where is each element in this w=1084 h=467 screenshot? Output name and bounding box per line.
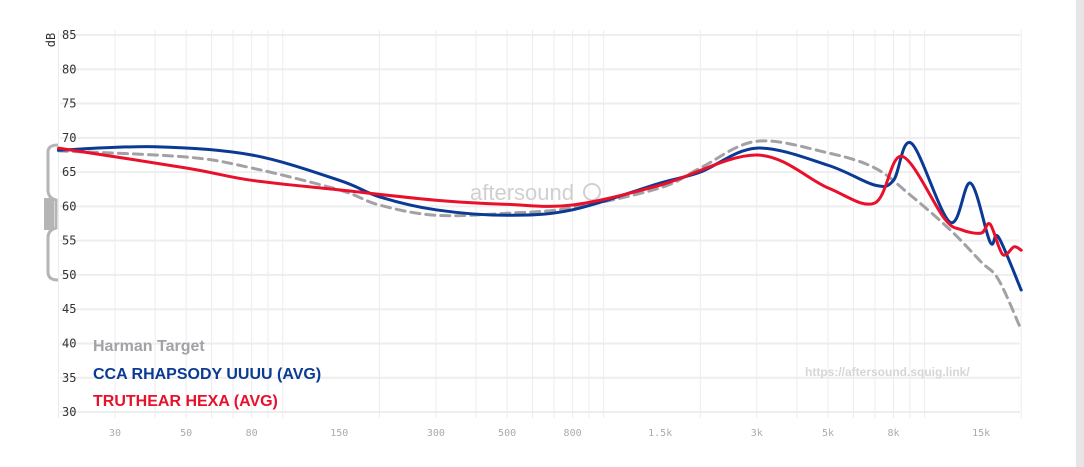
series-line-0 (56, 139, 1023, 332)
y-tick-label: 55 (62, 234, 76, 248)
series-line-1 (56, 141, 1023, 292)
y-tick-label: 70 (62, 131, 76, 145)
y-tick-label: 35 (62, 371, 76, 385)
site-url: https://aftersound.squig.link/ (805, 365, 970, 379)
y-tick-label: 80 (62, 62, 76, 76)
x-tick-label: 5k (822, 428, 834, 439)
x-tick-label: 15k (972, 428, 990, 439)
y-axis-label: dB (44, 33, 58, 47)
scrollbar[interactable] (1076, 0, 1084, 467)
legend: Harman Target CCA RHAPSODY UUUU (AVG) TR… (93, 338, 321, 410)
grid (57, 30, 1022, 418)
watermark-logo: aftersound (470, 180, 601, 205)
y-tick-label: 50 (62, 268, 76, 282)
x-tick-label: 1.5k (648, 428, 672, 439)
x-tick-label: 3k (751, 428, 763, 439)
x-tick-label: 500 (498, 428, 516, 439)
y-tick-label: 65 (62, 165, 76, 179)
x-tick-label: 8k (887, 428, 899, 439)
x-tick-label: 150 (330, 428, 348, 439)
legend-harman-target[interactable]: Harman Target (93, 338, 205, 355)
watermark-text: aftersound (470, 180, 574, 205)
y-tick-label: 75 (62, 97, 76, 111)
y-tick-label: 85 (62, 28, 76, 42)
x-tick-label: 50 (180, 428, 192, 439)
x-tick-label: 80 (246, 428, 258, 439)
y-axis: 85 80 75 70 65 60 55 50 45 40 35 30 (62, 28, 76, 419)
series-line-2 (56, 146, 1023, 257)
y-tick-label: 30 (62, 405, 76, 419)
y-tick-label: 60 (62, 199, 76, 213)
headphone-icon (583, 183, 601, 201)
y-tick-label: 45 (62, 302, 76, 316)
x-tick-label: 300 (427, 428, 445, 439)
x-tick-label: 30 (109, 428, 121, 439)
legend-cca-rhapsody[interactable]: CCA RHAPSODY UUUU (AVG) (93, 366, 321, 383)
legend-truthear-hexa[interactable]: TRUTHEAR HEXA (AVG) (93, 393, 278, 410)
y-tick-label: 40 (62, 336, 76, 350)
x-axis: 30 50 80 150 300 500 800 1.5k 3k 5k 8k 15k (109, 428, 990, 439)
x-tick-label: 800 (564, 428, 582, 439)
curves (56, 139, 1023, 332)
y-scale-handle[interactable] (44, 143, 59, 282)
